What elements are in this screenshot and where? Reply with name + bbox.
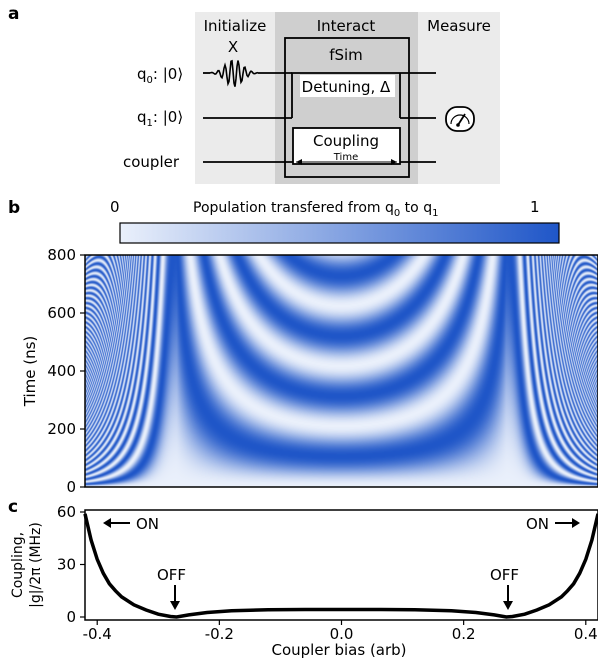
coupling-y-axis-label-line2: |g|/2π (MHz) [28, 522, 44, 608]
colorbar-title: Population transfered from q0 to q1 [193, 200, 438, 219]
qubit-1-label: q1: |0⟩ [137, 108, 183, 129]
population-heatmap [85, 255, 598, 487]
coupling-x-tick-label: -0.4 [83, 625, 112, 643]
panel-label-b: b [8, 198, 21, 218]
measure-section [418, 12, 500, 184]
coupling-y-axis-label-line1: Coupling, [10, 532, 26, 598]
coupling-x-tick-label: 0.0 [330, 625, 354, 643]
coupling-plot-area [84, 509, 598, 621]
on-annotation-left: ON [103, 515, 159, 533]
coupling-pulse-box [292, 127, 401, 165]
on-label-left: ON [136, 515, 159, 533]
qubit-0-label: q0: |0⟩ [137, 65, 183, 86]
fsim-label: fSim [329, 46, 363, 64]
coupling-x-tick-label: 0.4 [574, 625, 598, 643]
time-label: Time [333, 152, 358, 163]
coupling-x-axis-label: Coupler bias (arb) [271, 641, 406, 659]
heatmap-y-axis-label: Time (ns) [21, 336, 39, 408]
heatmap-y-tick-label: 800 [47, 246, 76, 264]
meter-icon [445, 106, 475, 132]
colorbar: 0 1 Population transfered from q0 to q1 [110, 198, 560, 244]
off-annotation-right: OFF [490, 566, 519, 610]
coupling-x-tick-label: 0.2 [452, 625, 476, 643]
panel-label-a: a [8, 4, 20, 24]
coupler-label: coupler [123, 153, 180, 171]
circuit-diagram: Initialize Interact Measure q0: |0⟩ q1: … [123, 12, 500, 184]
heatmap-y-tick-label: 400 [47, 362, 76, 380]
colorbar-gradient [119, 222, 560, 244]
heatmap-y-tick-label: 0 [66, 478, 76, 496]
section-measure: Measure [427, 17, 491, 35]
coupling-chart: 0 30 60 -0.4 -0.2 0.0 0.2 0.4 Coupler bias (ar… [10, 503, 598, 659]
section-interact: Interact [317, 17, 376, 35]
section-initialize: Initialize [204, 17, 267, 35]
heatmap-y-tick-label: 600 [47, 304, 76, 322]
initialize-section [195, 12, 275, 184]
panel-label-c: c [8, 497, 19, 517]
x-pulse-waveform [209, 59, 259, 87]
colorbar-max-label: 1 [530, 198, 540, 216]
x-gate-label: X [228, 38, 238, 56]
on-label-right: ON [526, 515, 549, 533]
off-label-left: OFF [157, 566, 186, 584]
heatmap-axes: 0 200 400 600 800 Time (ns) [21, 246, 598, 496]
coupling-x-tick-label: -0.2 [205, 625, 234, 643]
fsim-gate-box [284, 37, 410, 178]
coupling-curve [83, 513, 598, 619]
off-label-right: OFF [490, 566, 519, 584]
off-annotation-left: OFF [157, 566, 186, 610]
coupling-y-tick-label: 30 [57, 556, 76, 574]
coupling-y-tick-label: 0 [66, 608, 76, 626]
colorbar-min-label: 0 [110, 198, 120, 216]
detuning-label: Detuning, Δ [302, 78, 391, 96]
on-annotation-right: ON [526, 515, 580, 533]
coupling-label: Coupling [313, 132, 379, 150]
heatmap-y-tick-label: 200 [47, 420, 76, 438]
coupling-y-tick-label: 60 [57, 503, 76, 521]
